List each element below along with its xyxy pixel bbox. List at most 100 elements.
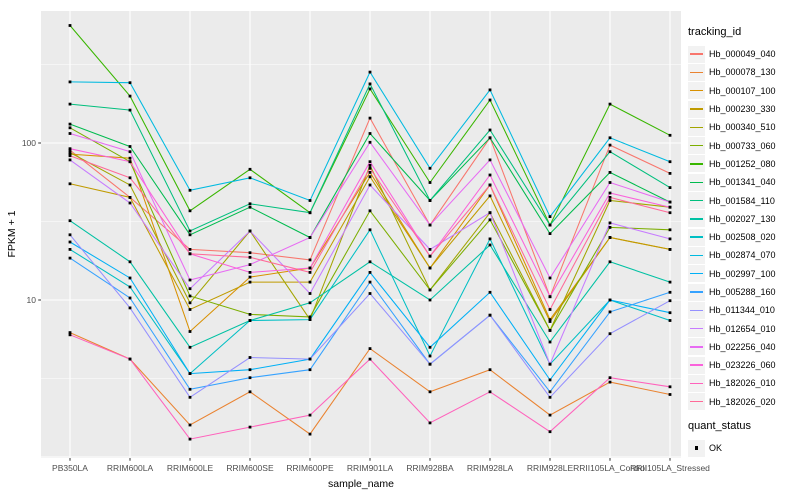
data-point <box>488 390 492 394</box>
data-point <box>188 387 192 391</box>
data-point <box>368 160 372 164</box>
data-point <box>488 237 492 241</box>
data-point <box>608 102 612 106</box>
data-point <box>368 116 372 120</box>
x-tick-label: RRII105LA_Stressed <box>630 463 710 473</box>
legend-quant-status: quant_status OK <box>688 420 800 457</box>
data-point <box>188 229 192 233</box>
data-point <box>308 199 312 202</box>
data-point <box>488 211 492 215</box>
data-point <box>668 228 672 232</box>
data-point <box>188 395 192 399</box>
data-point <box>368 140 372 144</box>
data-point <box>308 271 312 274</box>
data-point <box>248 251 252 255</box>
data-point <box>608 376 612 380</box>
data-point <box>188 345 192 349</box>
data-point <box>128 183 132 187</box>
data-point <box>308 266 312 270</box>
data-point <box>188 287 192 291</box>
data-point <box>248 368 252 372</box>
data-point <box>188 437 192 441</box>
legend-label: Hb_002508_020 <box>709 232 776 243</box>
legend-key-line-icon <box>688 210 705 228</box>
legend-label: Hb_012654_010 <box>709 323 776 334</box>
data-point <box>488 98 492 102</box>
data-point <box>128 156 132 160</box>
legend-item: Hb_001341_040 <box>688 173 800 191</box>
data-point <box>248 229 252 233</box>
x-tick-label: RRIM928BA <box>406 463 454 473</box>
data-point <box>128 196 132 199</box>
plot-panel <box>41 11 681 458</box>
data-point <box>548 215 552 218</box>
data-point <box>548 308 552 311</box>
legend-item: Hb_182026_010 <box>688 374 800 392</box>
data-point <box>488 173 492 177</box>
data-point <box>668 200 672 204</box>
data-point <box>308 236 312 239</box>
data-point <box>548 276 552 280</box>
data-point <box>248 263 252 266</box>
data-point <box>68 24 72 27</box>
data-point <box>308 357 312 361</box>
data-point <box>308 301 312 305</box>
data-point <box>128 145 132 148</box>
legend-item: Hb_001252_080 <box>688 155 800 173</box>
data-point <box>188 423 192 427</box>
data-point <box>668 299 672 303</box>
data-point <box>68 233 72 237</box>
data-point <box>188 301 192 305</box>
data-point <box>188 330 192 333</box>
data-point <box>488 136 492 140</box>
data-point <box>428 266 432 270</box>
data-point <box>248 255 252 259</box>
legend-label: Hb_022256_040 <box>709 341 776 352</box>
data-point <box>308 258 312 262</box>
data-point <box>488 368 492 372</box>
data-point <box>368 280 372 284</box>
legend-item: Hb_000049_040 <box>688 45 800 63</box>
legend-title-quant-status: quant_status <box>688 419 751 432</box>
data-point <box>68 80 72 84</box>
data-point <box>248 275 252 279</box>
data-point <box>548 318 552 321</box>
data-point <box>428 199 432 202</box>
legend-label: Hb_002874_070 <box>709 250 776 261</box>
legend-key-line-icon <box>688 265 705 283</box>
legend-item: Hb_002874_070 <box>688 246 800 264</box>
data-point <box>428 345 432 349</box>
data-point <box>548 413 552 417</box>
data-point <box>668 237 672 241</box>
data-point <box>668 186 672 189</box>
data-point <box>428 223 432 227</box>
data-point <box>68 331 72 334</box>
x-axis-title: sample_name <box>328 478 394 490</box>
legend-label: Hb_000733_060 <box>709 140 776 151</box>
legend-panel: tracking_id Hb_000049_040 Hb_000078_130 Hb… <box>688 26 800 457</box>
legend-key-line-icon <box>688 374 705 392</box>
data-point <box>188 248 192 251</box>
data-point <box>548 232 552 235</box>
legend-label: Hb_002027_130 <box>709 213 776 224</box>
data-point <box>428 390 432 394</box>
data-point <box>368 171 372 174</box>
data-point <box>308 413 312 417</box>
data-point <box>248 319 252 322</box>
data-point <box>608 221 612 225</box>
data-point <box>248 176 252 180</box>
data-point <box>608 332 612 336</box>
data-point <box>248 167 252 171</box>
legend-label: Hb_000230_330 <box>709 104 776 115</box>
legend-key-line-icon <box>688 228 705 246</box>
data-point <box>368 132 372 135</box>
data-point <box>608 136 612 140</box>
legend-label: Hb_000107_100 <box>709 85 776 96</box>
data-point <box>608 199 612 202</box>
data-point <box>428 421 432 425</box>
data-point <box>128 276 132 280</box>
data-point <box>488 88 492 92</box>
data-point <box>68 158 72 162</box>
data-point <box>188 252 192 256</box>
